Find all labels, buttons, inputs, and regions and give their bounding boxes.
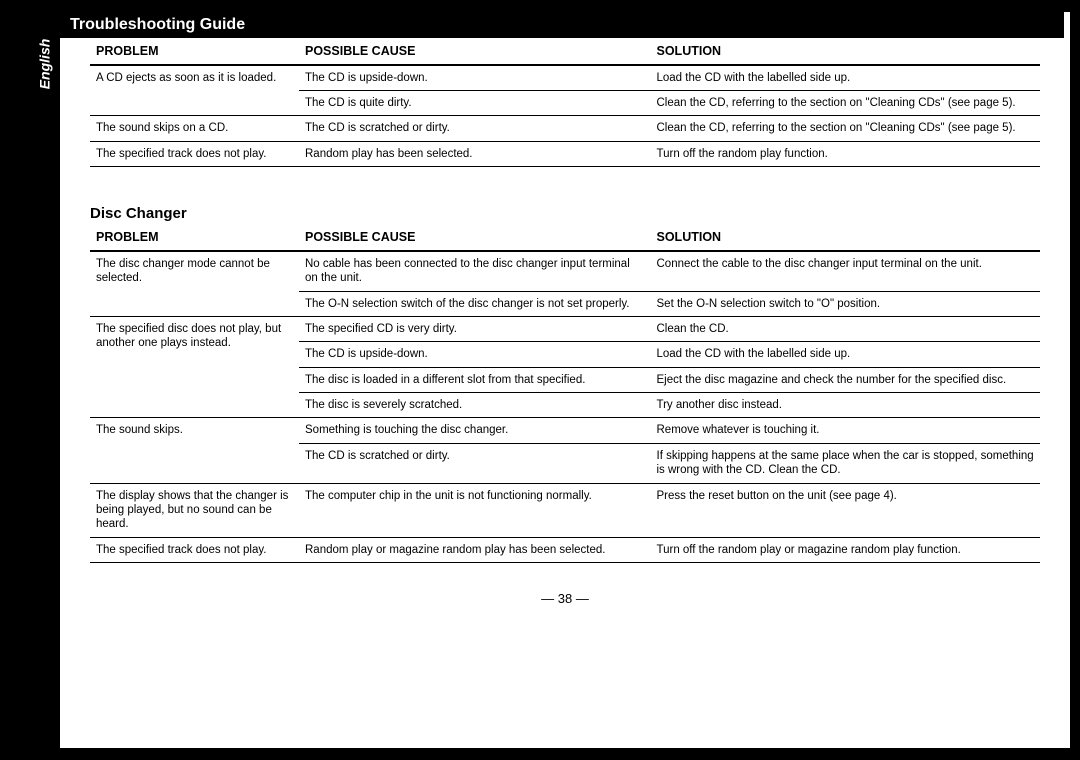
cell-solution: Eject the disc magazine and check the nu… — [651, 367, 1041, 392]
table-row: The specified track does not play. Rando… — [90, 537, 1040, 562]
table-row: The specified disc does not play, but an… — [90, 316, 1040, 341]
language-tab: English — [35, 12, 60, 117]
col-header-cause: POSSIBLE CAUSE — [299, 224, 651, 251]
cell-cause: The disc is severely scratched. — [299, 393, 651, 418]
cell-solution: Load the CD with the labelled side up. — [651, 65, 1041, 91]
col-header-solution: SOLUTION — [651, 38, 1041, 65]
cell-cause: The CD is scratched or dirty. — [299, 443, 651, 483]
cell-cause: No cable has been connected to the disc … — [299, 251, 651, 291]
table-row: The sound skips on a CD. The CD is scrat… — [90, 116, 1040, 141]
cell-cause: Something is touching the disc changer. — [299, 418, 651, 443]
cell-problem: The specified track does not play. — [90, 537, 299, 562]
col-header-problem: PROBLEM — [90, 38, 299, 65]
troubleshooting-table-1: PROBLEM POSSIBLE CAUSE SOLUTION A CD eje… — [90, 38, 1040, 167]
cell-solution: Clean the CD, referring to the section o… — [651, 116, 1041, 141]
cell-problem: The display shows that the changer is be… — [90, 483, 299, 537]
page-title: Troubleshooting Guide — [60, 12, 1064, 38]
cell-problem: The specified track does not play. — [90, 141, 299, 166]
cell-cause: Random play or magazine random play has … — [299, 537, 651, 562]
cell-solution: Press the reset button on the unit (see … — [651, 483, 1041, 537]
cell-cause: The computer chip in the unit is not fun… — [299, 483, 651, 537]
table-row: A CD ejects as soon as it is loaded. The… — [90, 65, 1040, 91]
page: Troubleshooting Guide PROBLEM POSSIBLE C… — [60, 12, 1070, 748]
cell-solution: Turn off the random play function. — [651, 141, 1041, 166]
table-header-row: PROBLEM POSSIBLE CAUSE SOLUTION — [90, 38, 1040, 65]
cell-problem: The specified disc does not play, but an… — [90, 316, 299, 418]
language-label: English — [36, 39, 52, 90]
page-number: — 38 — — [90, 591, 1040, 606]
cell-problem: The disc changer mode cannot be selected… — [90, 251, 299, 317]
cell-cause: Random play has been selected. — [299, 141, 651, 166]
cell-cause: The CD is upside-down. — [299, 65, 651, 91]
cell-solution: Load the CD with the labelled side up. — [651, 342, 1041, 367]
col-header-cause: POSSIBLE CAUSE — [299, 38, 651, 65]
table-row: The specified track does not play. Rando… — [90, 141, 1040, 166]
cell-cause: The specified CD is very dirty. — [299, 316, 651, 341]
table-row: The sound skips. Something is touching t… — [90, 418, 1040, 443]
cell-solution: Set the O-N selection switch to "O" posi… — [651, 291, 1041, 316]
col-header-problem: PROBLEM — [90, 224, 299, 251]
cell-cause: The disc is loaded in a different slot f… — [299, 367, 651, 392]
section-title-disc-changer: Disc Changer — [90, 205, 1040, 222]
table-row: The disc changer mode cannot be selected… — [90, 251, 1040, 291]
cell-problem: A CD ejects as soon as it is loaded. — [90, 65, 299, 116]
cell-cause: The CD is quite dirty. — [299, 91, 651, 116]
cell-solution: If skipping happens at the same place wh… — [651, 443, 1041, 483]
cell-solution: Connect the cable to the disc changer in… — [651, 251, 1041, 291]
table-header-row: PROBLEM POSSIBLE CAUSE SOLUTION — [90, 224, 1040, 251]
cell-problem: The sound skips on a CD. — [90, 116, 299, 141]
cell-solution: Try another disc instead. — [651, 393, 1041, 418]
cell-solution: Clean the CD. — [651, 316, 1041, 341]
cell-solution: Remove whatever is touching it. — [651, 418, 1041, 443]
troubleshooting-table-2: PROBLEM POSSIBLE CAUSE SOLUTION The disc… — [90, 224, 1040, 563]
cell-solution: Turn off the random play or magazine ran… — [651, 537, 1041, 562]
cell-cause: The O-N selection switch of the disc cha… — [299, 291, 651, 316]
table-row: The display shows that the changer is be… — [90, 483, 1040, 537]
cell-problem: The sound skips. — [90, 418, 299, 483]
content-area: PROBLEM POSSIBLE CAUSE SOLUTION A CD eje… — [60, 38, 1070, 606]
col-header-solution: SOLUTION — [651, 224, 1041, 251]
cell-cause: The CD is scratched or dirty. — [299, 116, 651, 141]
cell-solution: Clean the CD, referring to the section o… — [651, 91, 1041, 116]
cell-cause: The CD is upside-down. — [299, 342, 651, 367]
